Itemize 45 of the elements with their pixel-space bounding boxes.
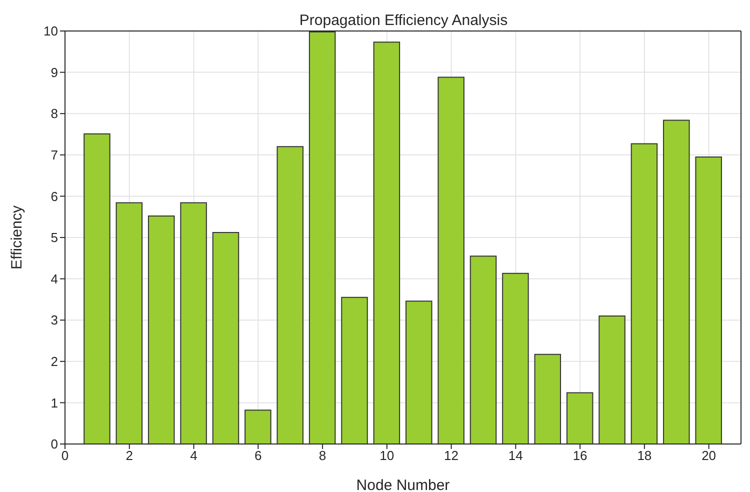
y-axis-title: Efficiency (8, 205, 26, 270)
x-tick-label: 16 (572, 448, 588, 464)
y-tick-label: 8 (50, 106, 58, 122)
bar (695, 156, 722, 444)
bar (212, 232, 240, 444)
chart-title: Propagation Efficiency Analysis (299, 12, 508, 29)
y-tick-label: 10 (44, 24, 58, 39)
bar (373, 42, 400, 444)
bar (84, 133, 110, 444)
y-tick-label: 3 (50, 312, 58, 328)
bar (502, 272, 529, 444)
y-tick-label: 9 (50, 64, 58, 80)
y-tick-label: 0 (50, 436, 58, 452)
bar (598, 315, 626, 444)
bar (534, 354, 562, 444)
bar (438, 76, 464, 444)
x-tick-label: 4 (190, 448, 198, 464)
bar (308, 31, 336, 444)
x-tick-label: 12 (444, 448, 459, 464)
x-tick-label: 10 (380, 448, 394, 464)
bar (180, 202, 207, 444)
bar (406, 300, 432, 444)
x-tick-label: 0 (61, 448, 69, 464)
bar (566, 392, 594, 444)
y-tick-label: 5 (50, 230, 58, 246)
y-tick-label: 4 (50, 271, 58, 286)
bar (148, 216, 175, 444)
y-tick-label: 7 (50, 148, 58, 163)
bar (341, 296, 368, 444)
y-tick-label: 1 (50, 395, 58, 410)
x-tick-label: 20 (702, 448, 716, 464)
x-tick-label: 2 (126, 448, 133, 464)
bar (276, 146, 304, 444)
x-axis-title: Node Number (356, 477, 450, 492)
x-tick-label: 18 (637, 448, 652, 464)
y-tick-label: 6 (50, 188, 58, 204)
bar (630, 143, 658, 444)
bar (470, 256, 497, 444)
x-tick-label: 8 (318, 448, 326, 464)
y-tick-label: 2 (50, 354, 58, 370)
bar (116, 202, 143, 444)
x-tick-label: 14 (508, 448, 523, 464)
x-tick-label: 6 (254, 448, 262, 464)
bar (663, 120, 690, 444)
bar (244, 410, 272, 444)
